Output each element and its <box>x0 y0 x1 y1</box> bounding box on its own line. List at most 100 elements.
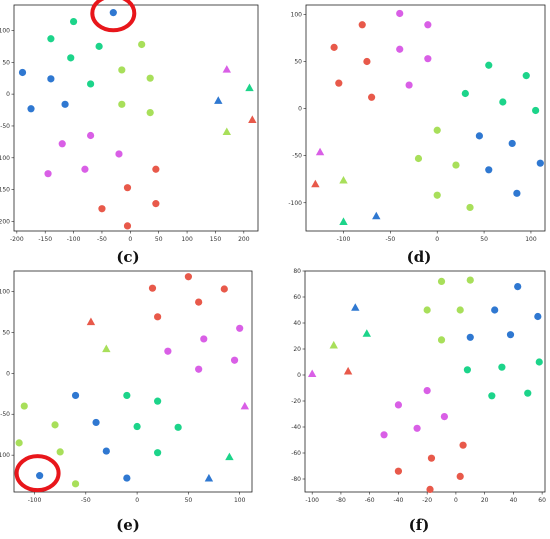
scatter-point <box>524 389 532 397</box>
x-tick-label: -200 <box>10 236 24 243</box>
scatter-point <box>485 166 493 174</box>
x-tick-label: 50 <box>185 497 193 504</box>
y-tick-label: 60 <box>293 294 301 301</box>
scatter-point <box>414 154 423 163</box>
x-tick-label: 0 <box>435 236 439 243</box>
scatter-point <box>380 431 388 439</box>
y-tick-label: -100 <box>0 155 10 162</box>
scatter-triangle-point <box>372 211 381 220</box>
scatter-point <box>184 273 192 281</box>
y-tick-label: -50 <box>292 153 302 160</box>
scatter-point <box>20 402 28 410</box>
scatter-point <box>67 54 75 62</box>
scatter-point <box>440 413 449 421</box>
x-tick-label: -100 <box>305 497 319 504</box>
scatter-triangle-point <box>311 179 320 188</box>
scatter-point <box>491 306 499 314</box>
y-tick-label: 100 <box>291 11 303 18</box>
scatter-point <box>152 165 160 173</box>
scatter-point <box>15 439 23 447</box>
scatter-point <box>18 68 27 77</box>
scatter-point <box>102 447 110 455</box>
x-tick-label: -100 <box>337 236 351 243</box>
scatter-point <box>466 203 474 212</box>
scatter-triangle-point <box>329 340 338 349</box>
scatter-point <box>71 480 80 488</box>
scatter-point <box>44 170 52 178</box>
y-tick-label: 0 <box>298 106 302 113</box>
scatter-point <box>488 392 496 400</box>
scatter-point <box>433 191 441 199</box>
scatter-point <box>514 283 522 291</box>
scatter-point <box>81 165 89 173</box>
x-tick-label: 40 <box>510 497 518 504</box>
x-tick-label: 0 <box>454 497 458 504</box>
scatter-point <box>433 126 441 134</box>
y-tick-label: -100 <box>288 200 302 207</box>
plot-frame <box>304 270 546 493</box>
scatter-point <box>236 324 244 332</box>
scatter-point <box>396 45 404 53</box>
scatter-point <box>532 106 540 115</box>
scatter-triangle-point <box>307 369 317 378</box>
y-tick-label: 50 <box>294 59 302 66</box>
scatter-triangle-point <box>222 127 231 136</box>
x-tick-label: -100 <box>67 236 81 243</box>
x-tick-label: 20 <box>481 497 489 504</box>
scatter-point <box>534 312 542 321</box>
scatter-point <box>499 98 507 106</box>
scatter-point <box>146 74 154 82</box>
scatter-point <box>368 93 376 101</box>
panel-label: (f) <box>409 516 430 534</box>
scatter-point <box>475 132 483 140</box>
scatter-point <box>437 277 446 285</box>
scatter-point <box>220 285 228 293</box>
y-tick-label: -80 <box>291 476 301 483</box>
scatter-point <box>95 42 103 50</box>
y-tick-label: 100 <box>0 288 10 295</box>
scatter-point <box>123 184 132 192</box>
scatter-point <box>56 448 64 456</box>
scatter-point <box>424 55 432 63</box>
scatter-triangle-point <box>214 96 223 104</box>
panel-label: (e) <box>116 516 140 534</box>
scatter-point <box>459 441 467 449</box>
scatter-point <box>51 421 59 429</box>
scatter-point <box>69 17 78 26</box>
scatter-point <box>61 100 69 108</box>
plot-frame <box>13 270 253 493</box>
x-tick-label: 50 <box>155 236 163 243</box>
scatter-triangle-point <box>204 473 214 482</box>
scatter-point <box>426 485 434 493</box>
scatter-point <box>427 454 436 462</box>
scatter-point <box>152 200 160 208</box>
scatter-triangle-point <box>343 366 353 375</box>
scatter-point <box>485 61 493 69</box>
scatter-point <box>148 284 157 292</box>
y-tick-label: 20 <box>293 346 301 353</box>
scatter-point <box>47 35 55 43</box>
scatter-point <box>452 161 460 169</box>
x-tick-label: -50 <box>97 236 107 243</box>
scatter-point <box>363 57 371 66</box>
x-tick-label: 150 <box>210 236 222 243</box>
x-tick-label: -40 <box>394 497 404 504</box>
scatter-point <box>164 347 172 355</box>
scatter-point <box>230 356 239 364</box>
x-tick-label: 50 <box>480 236 488 243</box>
scatter-point <box>424 21 432 29</box>
scatter-point <box>71 391 80 400</box>
scatter-triangle-point <box>339 175 348 184</box>
scatter-point <box>92 418 100 427</box>
scatter-point <box>47 75 55 83</box>
scatter-point <box>413 424 421 432</box>
x-tick-label: 0 <box>128 236 132 243</box>
scatter-point <box>456 306 464 314</box>
scatter-point <box>123 222 132 230</box>
scatter-point <box>154 397 162 405</box>
scatter-point <box>36 472 44 480</box>
y-tick-label: 0 <box>6 370 10 377</box>
scatter-point <box>330 43 338 51</box>
scatter-point <box>146 108 154 117</box>
scatter-point <box>394 401 403 409</box>
